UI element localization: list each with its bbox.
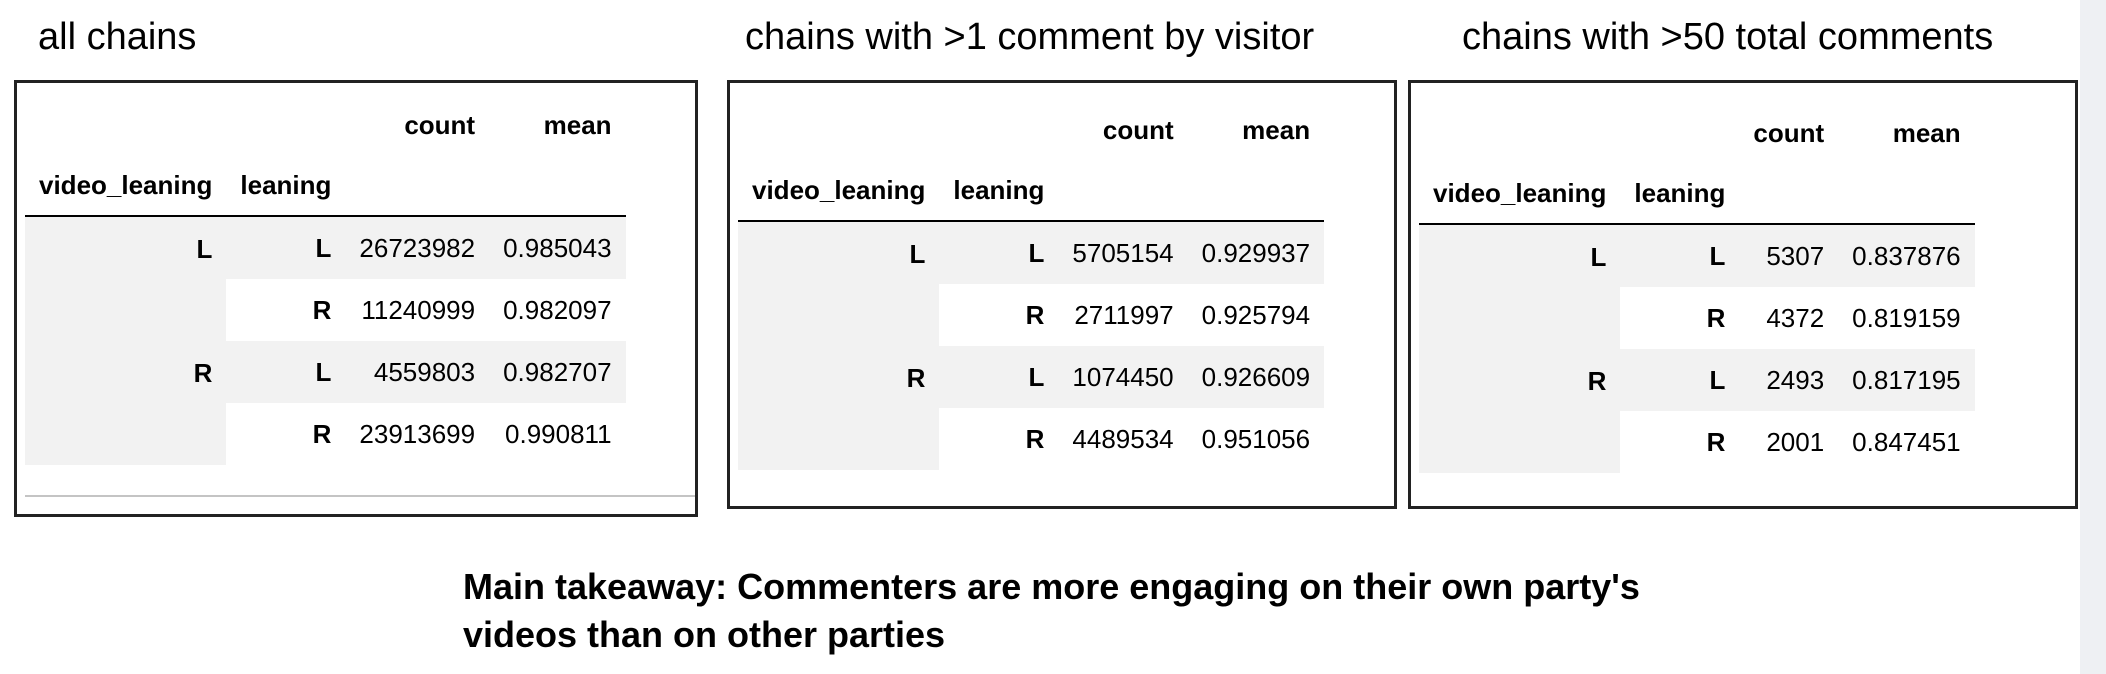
index-name-leaning: leaning — [226, 155, 346, 217]
dataframe-table: count mean video_leaning leaning L L 530… — [1419, 103, 1975, 473]
cell-count: 26723982 — [345, 216, 490, 279]
table-row: L L 5705154 0.929937 — [738, 221, 1325, 346]
cell-mean: 0.982097 — [503, 294, 612, 325]
cell-count: 2493 — [1739, 349, 1839, 411]
row-index-video-leaning: R — [25, 341, 227, 465]
table-row: R L 2493 0.817195 — [1419, 349, 1975, 473]
column-header-count: count — [1102, 114, 1174, 145]
column-header-mean: mean — [1892, 117, 1961, 148]
row-index-leaning: R — [1706, 426, 1726, 457]
column-header-count: count — [1753, 117, 1825, 148]
row-index-video-leaning: R — [738, 346, 940, 470]
table-panel-visitor-chains: count mean video_leaning leaning L L 570… — [727, 80, 1397, 509]
row-index-video-leaning: L — [1419, 224, 1621, 349]
row-index-leaning: R — [1706, 302, 1726, 333]
cell-mean: 0.951056 — [1201, 423, 1311, 454]
table-row: R 11240999 0.982097 — [25, 279, 626, 341]
panel-title-total-comments-chains: chains with >50 total comments — [1462, 16, 1994, 58]
cell-mean: 0.817195 — [1838, 349, 1975, 411]
row-index-leaning: L — [939, 346, 1059, 408]
panel-title-all-chains: all chains — [38, 16, 197, 58]
cell-mean: 0.837876 — [1838, 224, 1975, 287]
cell-count: 4372 — [1766, 302, 1825, 333]
row-index-leaning: L — [226, 216, 346, 279]
row-index-leaning: L — [939, 221, 1059, 284]
cell-count: 4489534 — [1072, 423, 1174, 454]
cell-count: 23913699 — [359, 418, 476, 449]
index-name-leaning: leaning — [1620, 163, 1740, 225]
cell-mean: 0.926609 — [1187, 346, 1325, 408]
row-index-leaning: L — [1620, 224, 1740, 287]
row-index-leaning: L — [226, 341, 346, 403]
panel-title-visitor-chains: chains with >1 comment by visitor — [745, 16, 1315, 58]
column-header-mean: mean — [543, 109, 612, 140]
row-index-leaning: R — [312, 418, 332, 449]
row-index-leaning: R — [1025, 423, 1045, 454]
table-footer-divider — [25, 495, 695, 497]
cell-mean: 0.819159 — [1852, 302, 1961, 333]
main-takeaway-text: Main takeaway: Commenters are more engag… — [463, 563, 1863, 659]
takeaway-line-2: videos than on other parties — [463, 614, 946, 655]
row-index-leaning: R — [1025, 299, 1045, 330]
table-panel-total-comments-chains: count mean video_leaning leaning L L 530… — [1408, 80, 2078, 509]
table-row: R 2001 0.847451 — [1419, 411, 1975, 473]
index-name-video-leaning: video_leaning — [738, 160, 940, 222]
dataframe-table: count mean video_leaning leaning L L 570… — [738, 100, 1325, 470]
cell-mean: 0.990811 — [505, 418, 612, 449]
column-header-count: count — [404, 109, 476, 140]
dataframe-table: count mean video_leaning leaning L L 267… — [25, 95, 626, 465]
cell-mean: 0.847451 — [1852, 426, 1961, 457]
cell-count: 2001 — [1766, 426, 1825, 457]
row-index-leaning: L — [1620, 349, 1740, 411]
takeaway-line-1: Main takeaway: Commenters are more engag… — [463, 566, 1640, 607]
column-header-mean: mean — [1242, 114, 1311, 145]
table-panel-all-chains: count mean video_leaning leaning L L 267… — [14, 80, 698, 517]
cell-count: 4559803 — [345, 341, 490, 403]
table-row: R 2711997 0.925794 — [738, 284, 1324, 346]
index-name-video-leaning: video_leaning — [1419, 163, 1621, 225]
index-name-video-leaning: video_leaning — [25, 155, 227, 217]
table-row: R 23913699 0.990811 — [25, 403, 626, 465]
table-row: L L 26723982 0.985043 — [25, 216, 626, 341]
table-row: L L 5307 0.837876 — [1419, 224, 1975, 349]
cell-count: 5307 — [1739, 224, 1839, 287]
cell-mean: 0.985043 — [489, 216, 626, 279]
cell-count: 1074450 — [1058, 346, 1188, 408]
right-edge-strip — [2080, 0, 2106, 674]
index-name-leaning: leaning — [939, 160, 1059, 222]
cell-count: 11240999 — [361, 294, 476, 325]
row-index-leaning: R — [312, 294, 332, 325]
row-index-video-leaning: L — [25, 216, 227, 341]
table-row: R L 4559803 0.982707 — [25, 341, 626, 465]
cell-count: 5705154 — [1058, 221, 1188, 284]
cell-mean: 0.929937 — [1187, 221, 1325, 284]
table-row: R 4489534 0.951056 — [738, 408, 1324, 470]
row-index-video-leaning: R — [1419, 349, 1621, 473]
cell-mean: 0.982707 — [489, 341, 626, 403]
row-index-video-leaning: L — [738, 221, 940, 346]
table-row: R 4372 0.819159 — [1419, 287, 1975, 349]
table-row: R L 1074450 0.926609 — [738, 346, 1325, 470]
cell-mean: 0.925794 — [1201, 299, 1311, 330]
cell-count: 2711997 — [1074, 299, 1174, 330]
